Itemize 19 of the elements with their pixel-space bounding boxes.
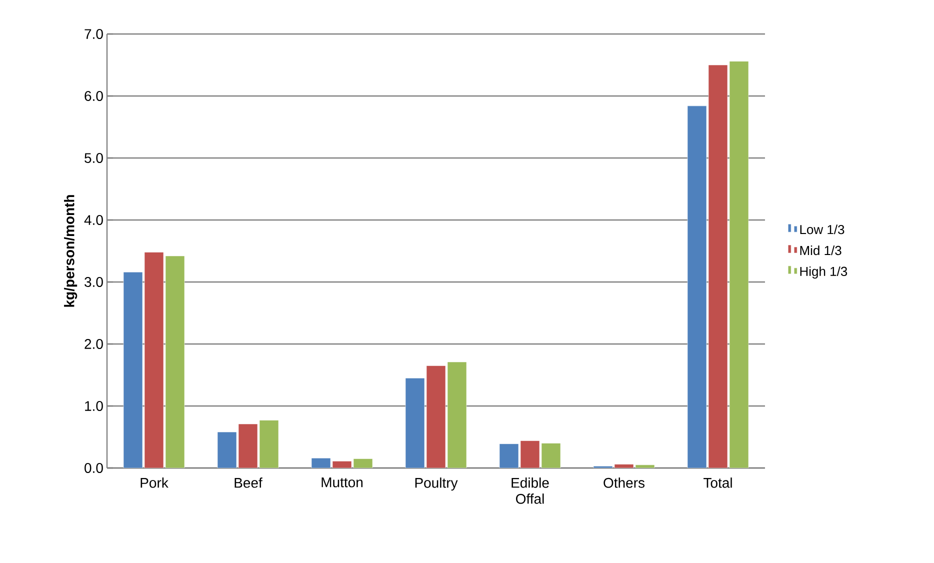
y-tick-label: 3.0 [84, 277, 103, 287]
x-tick-label: Poultry [415, 478, 458, 491]
y-tick-label: 5.0 [84, 153, 103, 163]
y-tick-label: 7.0 [84, 29, 103, 39]
legend-label: Mid 1/3 [800, 246, 842, 256]
y-tick-label: 4.0 [84, 215, 103, 225]
y-tick-label: 1.0 [85, 401, 103, 411]
x-tick-label: Mutton [322, 478, 362, 488]
y-tick-label: 0.0 [84, 463, 103, 473]
y-tick-label: 6.0 [84, 91, 103, 101]
y-axis-title: kg/person/month [64, 195, 78, 307]
legend-label: High 1/3 [800, 266, 848, 279]
x-tick-label: Pork [140, 478, 168, 488]
x-tick-label: Beef [234, 478, 262, 488]
y-tick-label: 2.0 [84, 339, 103, 349]
legend-label: Low 1/3 [800, 224, 844, 234]
x-tick-label: Edible Offal [512, 478, 549, 504]
x-tick-label: Others [604, 478, 644, 488]
x-tick-label: Total [704, 478, 732, 488]
